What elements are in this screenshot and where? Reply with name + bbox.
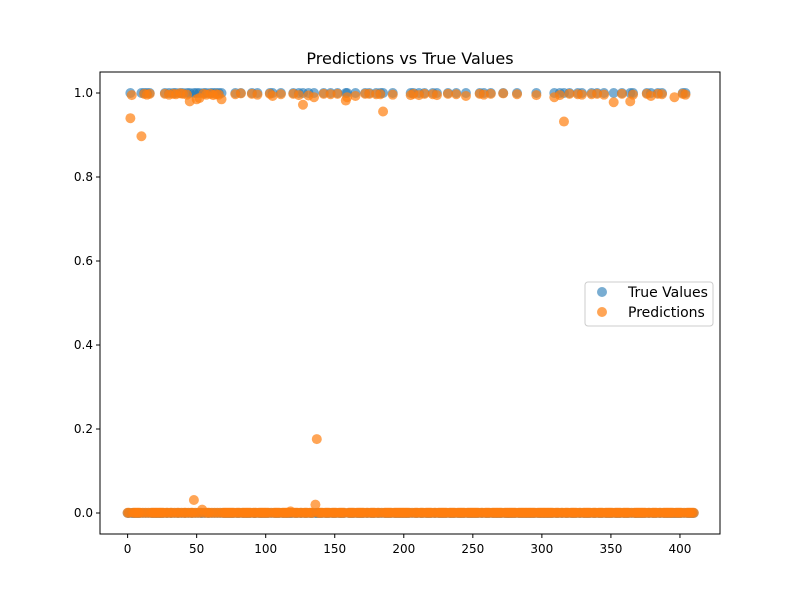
points-layer xyxy=(122,88,699,518)
point-predictions xyxy=(628,89,639,100)
point-predictions xyxy=(558,116,569,127)
point-predictions xyxy=(688,507,699,518)
y-tick-label: 0.4 xyxy=(74,338,93,352)
point-predictions xyxy=(235,88,246,99)
x-tick-label: 200 xyxy=(392,542,415,556)
y-tick-label: 0.2 xyxy=(74,422,93,436)
point-predictions xyxy=(419,88,430,99)
point-predictions xyxy=(125,113,136,124)
legend-box xyxy=(584,281,714,327)
point-predictions xyxy=(350,90,361,101)
point-predictions xyxy=(144,88,155,99)
legend-label-predictions: Predictions xyxy=(628,305,705,321)
point-predictions xyxy=(311,434,322,445)
point-predictions xyxy=(460,90,471,101)
point-predictions xyxy=(599,89,610,100)
y-tick-label: 0.8 xyxy=(74,170,93,184)
x-tick-label: 300 xyxy=(530,542,553,556)
point-predictions xyxy=(375,89,386,100)
point-predictions xyxy=(275,89,286,100)
point-predictions xyxy=(342,92,353,103)
point-predictions xyxy=(310,499,321,510)
point-predictions xyxy=(252,89,263,100)
legend-marker-predictions xyxy=(597,307,607,317)
x-tick-label: 0 xyxy=(124,542,132,556)
y-tick-label: 1.0 xyxy=(74,86,93,100)
x-tick-label: 100 xyxy=(254,542,277,556)
point-predictions xyxy=(332,88,343,99)
axes-layer: 0 50 100 150 200 250 300 350 400 0.0 0.2 0.4 0.6 0.8 1… xyxy=(74,71,721,556)
point-predictions xyxy=(297,99,308,110)
point-predictions xyxy=(387,89,398,100)
point-true-values xyxy=(608,88,619,98)
point-predictions xyxy=(309,92,320,103)
point-predictions xyxy=(136,131,147,142)
point-predictions xyxy=(657,89,668,100)
x-tick-label: 350 xyxy=(599,542,622,556)
point-predictions xyxy=(669,92,680,103)
point-predictions xyxy=(216,94,227,105)
point-predictions xyxy=(267,90,278,101)
legend-label-true-values: True Values xyxy=(627,285,708,301)
point-predictions xyxy=(531,90,542,101)
point-predictions xyxy=(680,89,691,100)
point-predictions xyxy=(554,90,565,101)
x-tick-label: 400 xyxy=(669,542,692,556)
point-predictions xyxy=(498,88,509,99)
point-predictions xyxy=(485,88,496,99)
point-predictions xyxy=(608,97,619,108)
point-predictions xyxy=(451,89,462,100)
plot-frame xyxy=(99,71,721,535)
y-tick-label: 0.0 xyxy=(74,506,93,520)
legend-marker-true-values xyxy=(597,287,607,297)
point-predictions xyxy=(378,106,389,117)
point-predictions xyxy=(188,494,199,505)
point-predictions xyxy=(126,90,137,101)
x-tick-label: 250 xyxy=(461,542,484,556)
x-tick-label: 50 xyxy=(189,542,204,556)
point-predictions xyxy=(293,90,304,101)
legend: True Values Predictions xyxy=(584,281,714,327)
point-predictions xyxy=(442,88,453,99)
point-predictions xyxy=(564,88,575,99)
point-predictions xyxy=(576,89,587,100)
x-tick-label: 150 xyxy=(323,542,346,556)
chart-title: Predictions vs True Values xyxy=(306,49,513,68)
point-predictions xyxy=(431,90,442,101)
point-predictions xyxy=(616,88,627,99)
y-tick-label: 0.6 xyxy=(74,254,93,268)
point-predictions xyxy=(512,89,523,100)
